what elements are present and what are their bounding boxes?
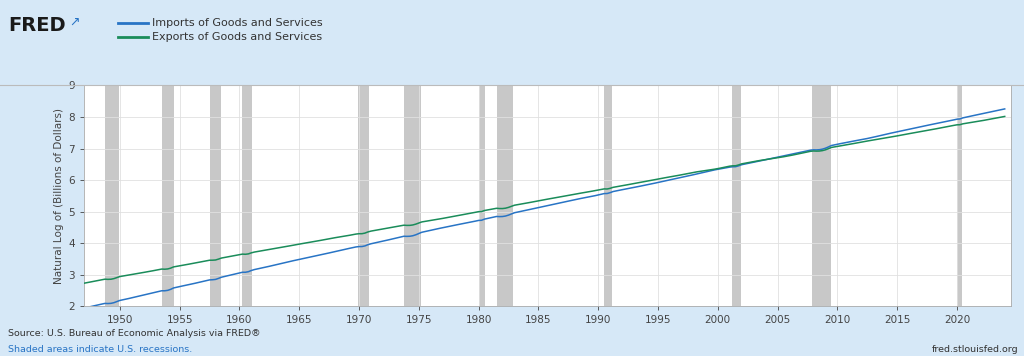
Bar: [812, 85, 831, 306]
Text: Shaded areas indicate U.S. recessions.: Shaded areas indicate U.S. recessions.: [8, 345, 193, 354]
Bar: [358, 85, 369, 306]
Bar: [497, 85, 513, 306]
Text: Imports of Goods and Services: Imports of Goods and Services: [152, 18, 323, 28]
Bar: [604, 85, 612, 306]
Y-axis label: Natural Log of (Billions of Dollars): Natural Log of (Billions of Dollars): [54, 108, 65, 284]
Text: Exports of Goods and Services: Exports of Goods and Services: [152, 32, 322, 42]
Bar: [403, 85, 421, 306]
Bar: [478, 85, 484, 306]
Bar: [162, 85, 174, 306]
Bar: [732, 85, 740, 306]
Bar: [104, 85, 119, 306]
Text: ↗: ↗: [70, 16, 80, 29]
Text: FRED: FRED: [8, 16, 66, 35]
Bar: [956, 85, 962, 306]
Text: Source: U.S. Bureau of Economic Analysis via FRED®: Source: U.S. Bureau of Economic Analysis…: [8, 329, 261, 338]
Bar: [243, 85, 252, 306]
Text: fred.stlouisfed.org: fred.stlouisfed.org: [932, 345, 1019, 354]
Bar: [211, 85, 220, 306]
